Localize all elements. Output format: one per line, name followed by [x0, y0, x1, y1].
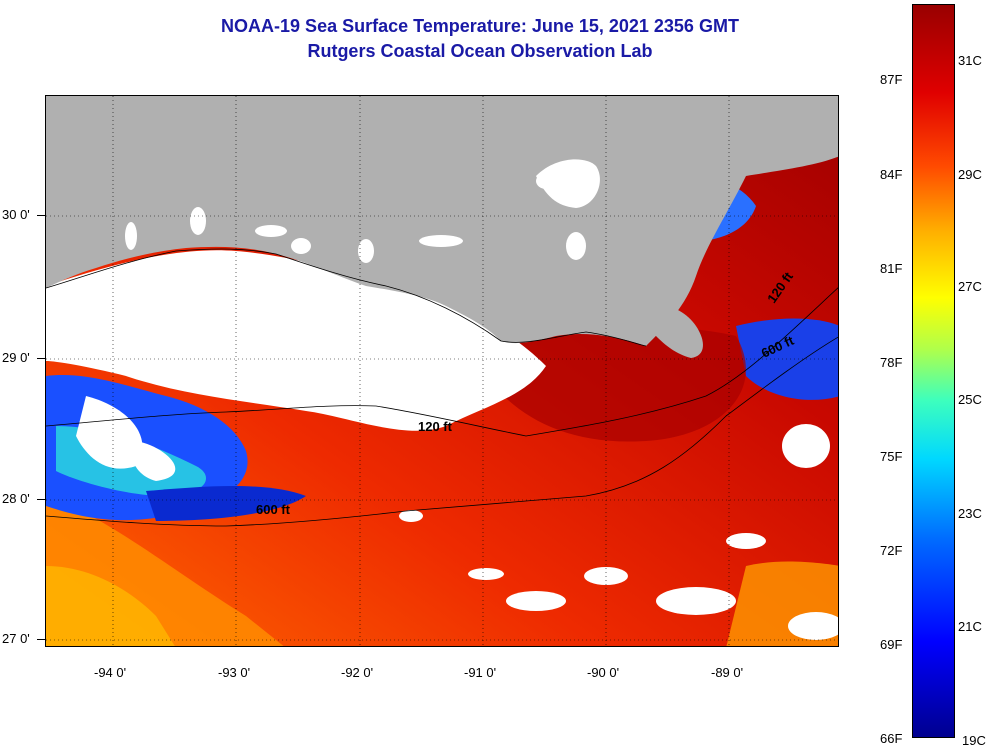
lat-tick [37, 215, 45, 216]
colorbar-f-label: 75F [880, 449, 903, 464]
cool-water-east [736, 318, 838, 400]
contour-label-120ft-west: 120 ft [418, 419, 453, 434]
yellow-water-sw [46, 566, 175, 646]
cloud-blob-8 [399, 510, 423, 522]
lon-label: -89 0' [711, 665, 744, 680]
contour-label-600ft-west: 600 ft [256, 502, 291, 517]
lake-4 [291, 238, 311, 254]
contour-120ft-west [46, 287, 838, 437]
lat-tick [37, 639, 45, 640]
colorbar-c-label: 27C [958, 279, 982, 294]
hot-patch [486, 326, 746, 442]
cloud-blob-1 [506, 591, 566, 611]
land-area [46, 96, 838, 346]
colorbar-f-label: 87F [880, 72, 903, 87]
lake-2 [125, 222, 137, 250]
colorbar-c-label: 23C [958, 506, 982, 521]
cloud-blob-6 [782, 424, 830, 468]
colorbar-f-label: 72F [880, 543, 903, 558]
grid [46, 96, 838, 646]
lon-label: -94 0' [94, 665, 127, 680]
cloud-blob-5 [726, 533, 766, 549]
lake-8 [358, 239, 374, 263]
cloud-blob-4 [788, 612, 838, 640]
colorbar-c-label: 21C [958, 619, 982, 634]
map-title: NOAA-19 Sea Surface Temperature: June 15… [221, 16, 739, 36]
colorbar-c-label: 31C [958, 53, 982, 68]
cool-water-strip [146, 486, 306, 521]
colorbar-f-label: 84F [880, 167, 903, 182]
sst-map: 120 ft 600 ft 120 ft 600 ft [45, 95, 839, 647]
lon-label: -93 0' [218, 665, 251, 680]
temperature-colorbar [912, 4, 955, 738]
lat-label: 29 0' [2, 350, 30, 365]
colorbar-f-label: 78F [880, 355, 903, 370]
colorbar-c-label: 19C [962, 733, 986, 748]
lon-label: -92 0' [341, 665, 374, 680]
mississippi-delta [644, 304, 703, 358]
cloud-west [76, 396, 143, 469]
lat-tick [37, 358, 45, 359]
colorbar-c-label: 25C [958, 392, 982, 407]
lake-pontchartrain [536, 159, 600, 208]
lat-label: 27 0' [2, 631, 30, 646]
colorbar-c-label: 29C [958, 167, 982, 182]
lake-5 [566, 232, 586, 260]
map-subtitle: Rutgers Coastal Ocean Observation Lab [307, 41, 653, 61]
lake-1 [190, 207, 206, 235]
colorbar-f-label: 69F [880, 637, 903, 652]
lon-label: -90 0' [587, 665, 620, 680]
colorbar-f-label: 66F [880, 731, 903, 746]
lon-label: -91 0' [464, 665, 497, 680]
lake-6 [536, 173, 556, 189]
cloud-blob-3 [656, 587, 736, 615]
cloud-sw-patch [132, 441, 176, 481]
cloud-blob-7 [468, 568, 504, 580]
sst-map-image: 120 ft 600 ft 120 ft 600 ft [46, 96, 838, 646]
lat-label: 30 0' [2, 207, 30, 222]
lat-tick [37, 499, 45, 500]
colorbar-f-label: 81F [880, 261, 903, 276]
contour-600ft [46, 336, 838, 527]
lake-3 [255, 225, 287, 237]
coastline [46, 248, 647, 347]
lake-7 [419, 235, 463, 247]
lat-label: 28 0' [2, 491, 30, 506]
